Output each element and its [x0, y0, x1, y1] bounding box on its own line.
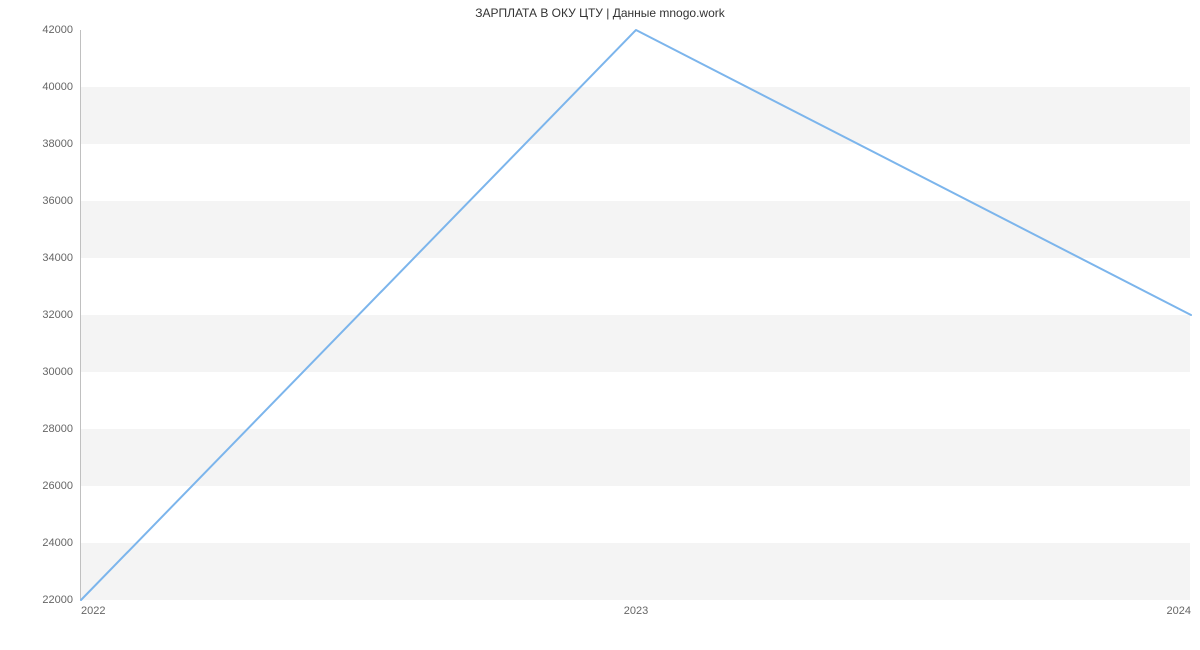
y-tick-label: 22000: [42, 594, 73, 606]
y-tick-label: 26000: [42, 480, 73, 492]
y-tick-label: 36000: [42, 195, 73, 207]
series-line: [81, 30, 1191, 600]
salary-line-chart: ЗАРПЛАТА В ОКУ ЦТУ | Данные mnogo.work 2…: [0, 0, 1200, 650]
x-tick-label: 2022: [81, 605, 105, 617]
y-tick-label: 30000: [42, 366, 73, 378]
y-tick-label: 38000: [42, 138, 73, 150]
y-tick-label: 24000: [42, 537, 73, 549]
chart-title: ЗАРПЛАТА В ОКУ ЦТУ | Данные mnogo.work: [0, 6, 1200, 20]
line-layer: [81, 30, 1191, 600]
y-tick-label: 40000: [42, 81, 73, 93]
y-tick-label: 42000: [42, 24, 73, 36]
y-tick-label: 32000: [42, 309, 73, 321]
y-tick-label: 28000: [42, 423, 73, 435]
x-tick-label: 2023: [624, 605, 648, 617]
x-tick-label: 2024: [1167, 605, 1191, 617]
y-tick-label: 34000: [42, 252, 73, 264]
plot-area: 2200024000260002800030000320003400036000…: [80, 30, 1190, 600]
